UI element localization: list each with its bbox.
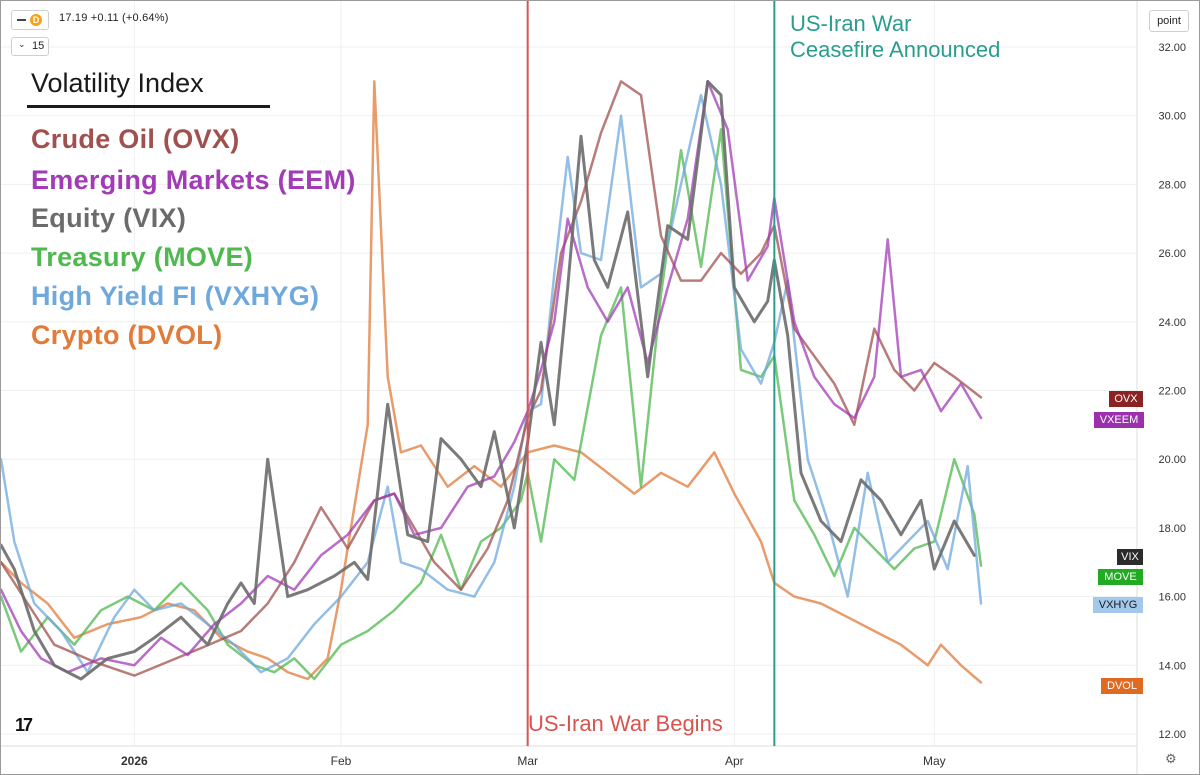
series-line-ovx bbox=[1, 80, 983, 677]
x-tick-label: Mar bbox=[517, 754, 538, 768]
quote-readout: 17.19 +0.11 (+0.64%) bbox=[59, 12, 169, 24]
legend-item-vxhyg: High Yield FI (VXHYG) bbox=[31, 281, 320, 311]
legend-item-ovx: Crude Oil (OVX) bbox=[31, 124, 240, 154]
legend-item-vix: Equity (VIX) bbox=[31, 203, 187, 233]
y-tick-label: 22.00 bbox=[1158, 386, 1186, 398]
time-axis-panel bbox=[1, 746, 1137, 774]
y-tick-label: 12.00 bbox=[1158, 729, 1186, 741]
event-label-ceasefire: US-Iran War Ceasefire Announced bbox=[790, 11, 1001, 62]
event-label-war-begins: US-Iran War Begins bbox=[528, 711, 723, 736]
interval-selector[interactable]: ⌄ 15 bbox=[11, 37, 49, 56]
settings-icon[interactable]: ⚙ bbox=[1165, 751, 1177, 766]
y-tick-label: 18.00 bbox=[1158, 523, 1186, 535]
unit-button[interactable]: point bbox=[1149, 10, 1189, 32]
x-tick-label: 2026 bbox=[121, 754, 148, 768]
exchange-badge-icon: D bbox=[30, 14, 42, 26]
price-tag-vxhyg: VXHYG bbox=[1093, 597, 1143, 613]
y-tick-label: 32.00 bbox=[1158, 42, 1186, 54]
price-axis-panel bbox=[1137, 1, 1199, 774]
y-tick-label: 30.00 bbox=[1158, 111, 1186, 123]
x-tick-label: May bbox=[923, 754, 946, 768]
y-tick-label: 16.00 bbox=[1158, 592, 1186, 604]
legend-title: Volatility Index bbox=[31, 68, 204, 98]
collapse-icon bbox=[17, 19, 26, 21]
price-tag-ovx: OVX bbox=[1109, 391, 1143, 407]
price-tag-dvol: DVOL bbox=[1101, 678, 1143, 694]
y-tick-label: 24.00 bbox=[1158, 317, 1186, 329]
y-tick-label: 28.00 bbox=[1158, 179, 1186, 191]
interval-value: 15 bbox=[32, 40, 45, 52]
tradingview-logo: 17 bbox=[15, 715, 33, 735]
y-tick-label: 14.00 bbox=[1158, 660, 1186, 672]
price-tag-move: MOVE bbox=[1098, 569, 1143, 585]
symbol-badge[interactable]: D bbox=[11, 10, 49, 30]
x-tick-label: Apr bbox=[725, 754, 744, 768]
series-line-move bbox=[1, 128, 983, 681]
price-tag-vxeem: VXEEM bbox=[1094, 412, 1144, 428]
legend-item-move: Treasury (MOVE) bbox=[31, 242, 254, 272]
legend-item-eem: Emerging Markets (EEM) bbox=[31, 165, 356, 195]
price-tag-vix: VIX bbox=[1117, 549, 1143, 565]
series-line-vxhyg bbox=[1, 93, 983, 674]
legend-underline bbox=[27, 105, 270, 108]
y-tick-label: 26.00 bbox=[1158, 248, 1186, 260]
chevron-down-icon: ⌄ bbox=[18, 39, 26, 49]
y-tick-label: 20.00 bbox=[1158, 454, 1186, 466]
x-tick-label: Feb bbox=[331, 754, 352, 768]
series-line-dvol bbox=[1, 80, 983, 684]
series-line-vxeem bbox=[1, 80, 983, 674]
legend-item-dvol: Crypto (DVOL) bbox=[31, 320, 223, 350]
